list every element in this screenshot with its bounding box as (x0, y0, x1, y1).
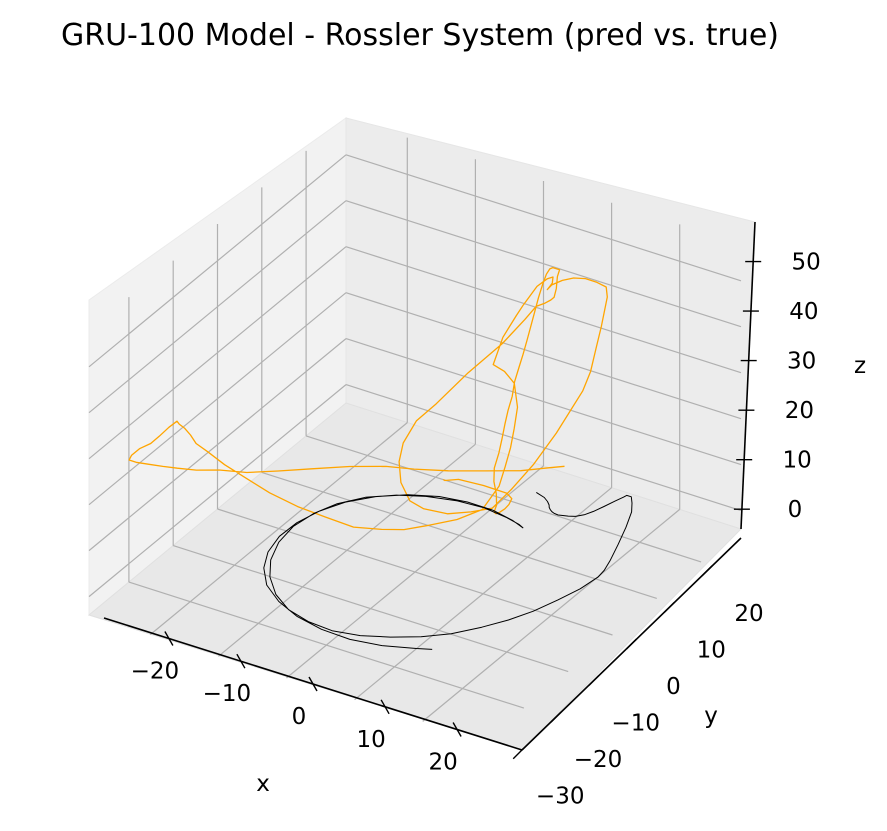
y-axis-label: y (704, 703, 718, 729)
z-gridline (345, 338, 742, 466)
y-gridline (261, 471, 657, 599)
z-tick-label: 10 (783, 448, 812, 474)
x-tick-label: 0 (292, 704, 307, 730)
y-tick-label: −10 (611, 711, 660, 737)
x-tick-label: 10 (356, 727, 385, 753)
x-tick-label: −10 (203, 681, 252, 707)
x-tick-label: 20 (428, 750, 457, 776)
y-tick-mark (663, 601, 675, 613)
chart-title: GRU-100 Model - Rossler System (pred vs.… (61, 18, 779, 53)
x-tick-mark (380, 699, 390, 715)
y-tick-mark (626, 638, 637, 650)
x-tick-mark (308, 676, 318, 692)
x-axis-label: x (256, 771, 270, 797)
z-gridline (88, 246, 347, 460)
y-tick-label: 20 (734, 601, 763, 627)
y-tick-label: 10 (697, 637, 726, 663)
x-tick-label: −20 (131, 659, 180, 685)
z-tick-label: 30 (787, 349, 816, 375)
z-gridline (345, 292, 742, 420)
axes-panes (87, 117, 756, 751)
grid-lines (88, 137, 742, 722)
y-gridline (217, 508, 613, 636)
y-tick-mark (512, 748, 524, 760)
y-tick-mark (550, 711, 562, 723)
y-tick-mark (588, 675, 600, 687)
z-tick-label: 20 (785, 398, 814, 424)
z-gridline (345, 246, 742, 374)
y-tick-mark (701, 565, 713, 577)
z-gridline (88, 384, 347, 598)
series-line-pred (128, 266, 608, 531)
x-tick-mark (452, 722, 462, 737)
y-gridline (173, 545, 569, 673)
y-tick-label: 0 (666, 674, 681, 700)
x-tick-mark (164, 631, 174, 646)
y-gridline (128, 581, 525, 709)
y-tick-label: −30 (536, 784, 585, 810)
series-line-true (263, 491, 633, 650)
x-tick-mark (236, 653, 246, 669)
z-tick-label: 50 (792, 250, 821, 276)
z-axis-label: z (854, 353, 866, 379)
z-gridline (88, 338, 347, 552)
z-tick-label: 0 (788, 497, 803, 523)
z-gridline (88, 200, 347, 414)
z-gridline (345, 154, 742, 282)
series-layer (128, 266, 633, 650)
z-gridline (88, 154, 347, 368)
y-tick-label: −20 (574, 747, 623, 773)
z-gridline (88, 292, 347, 506)
z-gridline (345, 200, 742, 328)
y-gridline (305, 435, 702, 563)
z-axis-line (740, 221, 756, 530)
z-gridline (345, 384, 742, 512)
z-tick-label: 40 (789, 299, 818, 325)
